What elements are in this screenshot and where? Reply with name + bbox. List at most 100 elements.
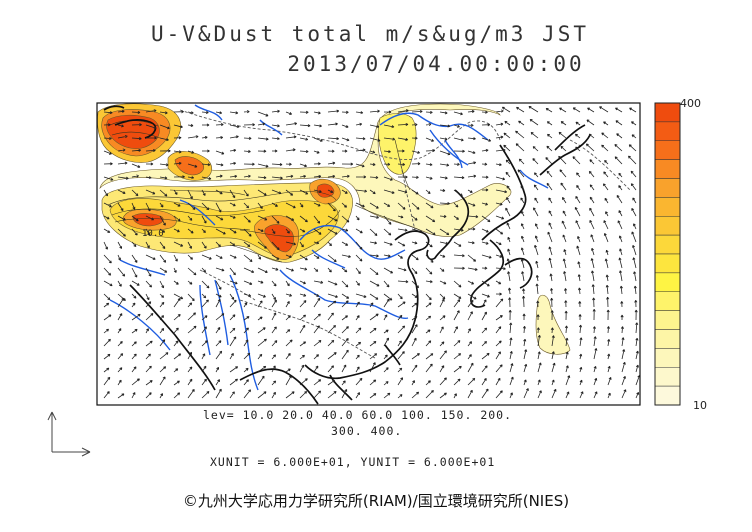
wind-arrow [229,336,237,347]
wind-arrow [313,254,320,259]
wind-arrow [397,351,405,360]
wind-arrow [159,339,166,347]
wind-arrow [159,376,166,386]
wind-arrow [411,280,420,289]
wind-arrow [425,363,433,373]
wind-arrow [509,392,513,399]
wind-arrow [397,367,403,373]
wind-arrow [215,388,222,399]
wind-arrow [131,313,141,321]
wind-arrow [159,111,168,115]
wind-arrow [243,379,249,386]
wind-arrow [271,202,278,207]
wind-arrow [257,111,269,117]
wind-arrow [533,184,539,191]
wind-arrow [547,231,553,243]
wind-arrow [313,313,321,321]
wind-arrow [313,202,321,207]
wind-arrow [575,146,581,152]
wind-arrow [397,254,403,259]
wind-arrow [518,120,525,126]
wind-arrow [383,381,389,386]
wind-arrow [341,202,347,208]
wind-arrow [355,254,363,262]
levels-line-1: lev= 10.0 20.0 40.0 60.0 100. 150. 200. [203,408,513,422]
wind-arrow [285,122,298,126]
wind-arrow [575,195,581,204]
wind-arrow [145,215,155,221]
wind-arrow [299,124,311,128]
wind-arrow [215,111,223,115]
wind-arrow [243,293,252,297]
wind-arrow [313,325,320,334]
wind-arrow [439,254,446,258]
wind-arrow [131,228,138,236]
wind-arrow [201,365,207,373]
wind-arrow [425,380,431,386]
wind-arrow [285,368,291,373]
wind-arrow [617,220,623,230]
wind-arrow [607,353,611,360]
wind-arrow [467,254,477,262]
wind-arrow [173,340,179,347]
wind-arrow [313,162,321,166]
wind-arrow [145,267,152,277]
wind-arrow [146,162,154,166]
wind-arrow [481,341,487,347]
wind-arrow [537,379,541,386]
wind-arrow [313,124,322,128]
wind-arrow [117,109,125,113]
wind-arrow [257,391,267,399]
wind-arrow [606,296,610,308]
wind-arrow [299,300,307,308]
wind-arrow [327,300,337,308]
wind-arrow [520,258,525,269]
wind-arrow [558,155,567,165]
wind-arrow [131,110,141,114]
wind-arrow [215,340,222,347]
wind-arrow [592,297,596,308]
wind-arrow [615,120,623,126]
wind-arrow [229,202,236,207]
wind-arrow [299,324,306,334]
wind-arrow [285,339,293,347]
wind-arrow [187,150,195,154]
wind-arrow [439,111,448,115]
wind-arrow [565,391,570,399]
wind-arrow [535,283,539,295]
wind-arrow [117,367,123,373]
wind-arrow [299,228,306,233]
wind-arrow [173,110,184,114]
wind-arrow [201,267,206,273]
wind-arrow [313,390,321,399]
legend-swatch [654,216,681,236]
wind-arrow [257,375,265,386]
wind-arrow [425,163,433,167]
wind-arrow [605,284,609,295]
wind-arrow [551,351,555,360]
color-legend [654,102,681,406]
wind-arrow [548,210,553,217]
wind-arrow [355,189,368,193]
wind-arrow [341,228,349,232]
wind-arrow [341,149,348,153]
wind-arrow [481,123,491,127]
wind-arrow [558,131,567,139]
wind-vectors [103,106,640,399]
wind-arrow [355,228,363,234]
wind-arrow [495,202,503,206]
wind-arrow [439,350,447,360]
wind-arrow [411,302,418,308]
wind-arrow [547,133,553,139]
wind-arrow [587,107,595,113]
wind-arrow [215,215,224,221]
wind-arrow [369,267,379,275]
wind-arrow [159,366,167,373]
wind-arrow [229,280,238,285]
wind-arrow [243,136,252,140]
wind-arrow [635,350,639,360]
wind-arrow [577,274,581,282]
wind-arrow [355,163,365,168]
wind-arrow [506,258,511,269]
wind-arrow [633,271,637,282]
